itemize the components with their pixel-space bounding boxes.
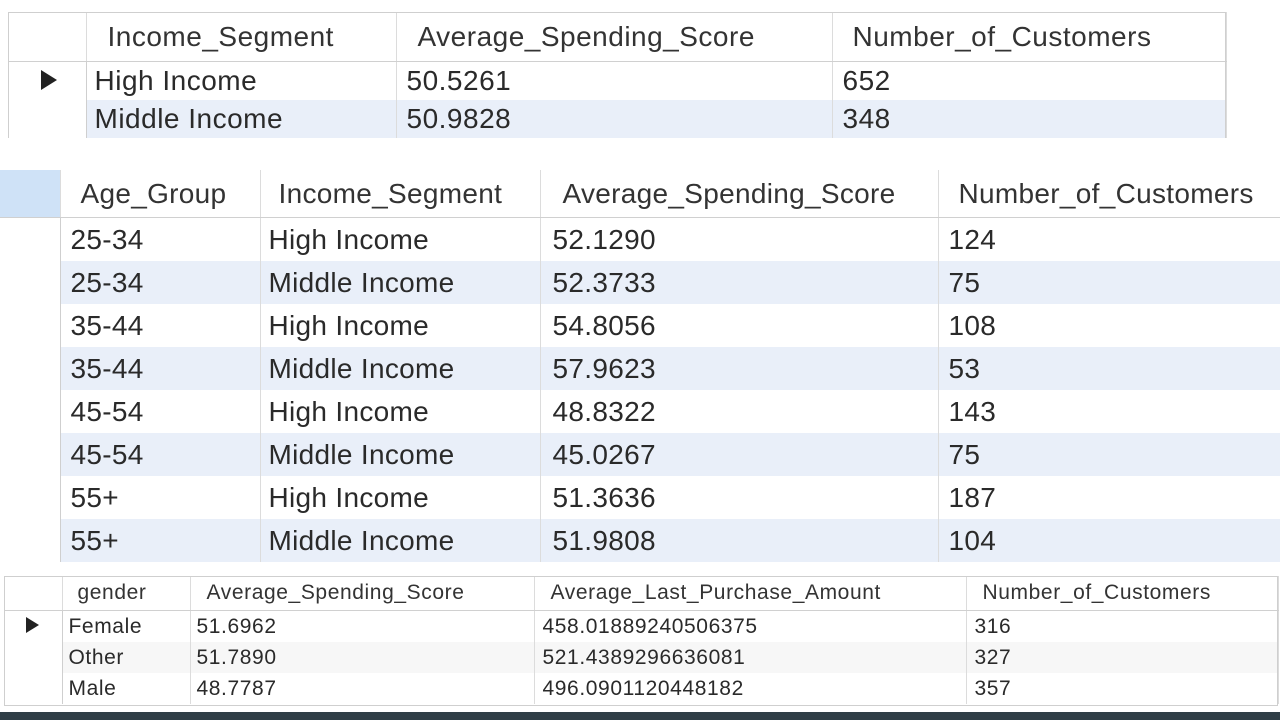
row-selector[interactable] [0,476,61,519]
cell[interactable]: 50.9828 [396,100,833,138]
cell[interactable]: 51.6962 [190,610,535,642]
column-header[interactable]: Average_Spending_Score [190,576,535,611]
table-row[interactable]: 25-34 High Income 52.1290 124 [0,217,1280,261]
cell[interactable]: 51.7890 [190,642,535,673]
cell[interactable]: 55+ [60,519,261,562]
column-header[interactable]: Average_Last_Purchase_Amount [534,576,967,611]
column-header[interactable]: gender [62,576,191,611]
cell[interactable]: 124 [938,217,1280,261]
header-row: Age_Group Income_Segment Average_Spendin… [0,170,1280,218]
cell[interactable]: 348 [832,100,1227,138]
result-grid-gender[interactable]: gender Average_Spending_Score Average_La… [4,576,1279,704]
cell[interactable]: 187 [938,476,1280,519]
cell[interactable]: 51.9808 [540,519,939,562]
cell[interactable]: 35-44 [60,347,261,390]
table-row[interactable]: 55+ High Income 51.3636 187 [0,476,1280,519]
table-row[interactable]: Other 51.7890 521.4389296636081 327 [4,642,1279,673]
column-header[interactable]: Number_of_Customers [966,576,1279,611]
cell[interactable]: 521.4389296636081 [534,642,967,673]
column-header[interactable]: Number_of_Customers [832,12,1227,62]
result-grid-age-income[interactable]: Age_Group Income_Segment Average_Spendin… [0,170,1280,562]
cell[interactable]: 52.1290 [540,217,939,261]
row-selector[interactable] [0,390,61,433]
column-header[interactable]: Income_Segment [260,170,541,218]
table-row[interactable]: 45-54 High Income 48.8322 143 [0,390,1280,433]
table-row[interactable]: Middle Income 50.9828 348 [8,100,1227,138]
row-selector[interactable] [4,642,63,673]
cell[interactable]: 75 [938,433,1280,476]
cell[interactable]: 55+ [60,476,261,519]
cell[interactable]: 143 [938,390,1280,433]
cell[interactable]: 316 [966,610,1279,642]
cell[interactable]: Middle Income [260,433,541,476]
cell[interactable]: 496.0901120448182 [534,673,967,704]
row-selector[interactable] [0,433,61,476]
column-header[interactable]: Average_Spending_Score [396,12,833,62]
cell[interactable]: 458.01889240506375 [534,610,967,642]
cell[interactable]: 54.8056 [540,304,939,347]
row-selector[interactable] [4,610,63,642]
cell[interactable]: Female [62,610,191,642]
table-row[interactable]: 25-34 Middle Income 52.3733 75 [0,261,1280,304]
header-row: Income_Segment Average_Spending_Score Nu… [8,12,1227,62]
cell[interactable]: 48.7787 [190,673,535,704]
cell[interactable]: 45.0267 [540,433,939,476]
cell[interactable]: 45-54 [60,390,261,433]
cell[interactable]: 50.5261 [396,61,833,100]
column-header[interactable]: Age_Group [60,170,261,218]
result-grid-income-segment[interactable]: Income_Segment Average_Spending_Score Nu… [8,12,1227,138]
cell[interactable]: 25-34 [60,261,261,304]
cell[interactable]: 25-34 [60,217,261,261]
row-selector[interactable] [0,261,61,304]
cell[interactable]: High Income [86,61,397,100]
cell[interactable]: 104 [938,519,1280,562]
cell[interactable]: Middle Income [86,100,397,138]
row-selector[interactable] [0,519,61,562]
cell[interactable]: Other [62,642,191,673]
cell[interactable]: 45-54 [60,433,261,476]
row-selector[interactable] [0,217,61,261]
window-edge [0,712,1280,720]
cell[interactable]: 57.9623 [540,347,939,390]
table-row[interactable]: 55+ Middle Income 51.9808 104 [0,519,1280,562]
column-header[interactable]: Income_Segment [86,12,397,62]
column-header[interactable]: Average_Spending_Score [540,170,939,218]
header-row: gender Average_Spending_Score Average_La… [4,576,1279,611]
cell[interactable]: Male [62,673,191,704]
row-selector[interactable] [8,100,87,138]
table-row[interactable]: Female 51.6962 458.01889240506375 316 [4,610,1279,642]
cell[interactable]: High Income [260,217,541,261]
corner-cell[interactable] [4,576,63,611]
cell[interactable]: 357 [966,673,1279,704]
table-row[interactable]: Male 48.7787 496.0901120448182 357 [4,673,1279,704]
row-selector[interactable] [0,347,61,390]
cell[interactable]: 35-44 [60,304,261,347]
cell[interactable]: 48.8322 [540,390,939,433]
cell[interactable]: Middle Income [260,261,541,304]
corner-cell[interactable] [0,170,61,218]
cell[interactable]: 652 [832,61,1227,100]
corner-cell[interactable] [8,12,87,62]
cell[interactable]: 53 [938,347,1280,390]
cell[interactable]: Middle Income [260,347,541,390]
cell[interactable]: High Income [260,476,541,519]
cell[interactable]: 108 [938,304,1280,347]
cell[interactable]: 52.3733 [540,261,939,304]
current-row-triangle-icon [40,70,57,90]
cell[interactable]: High Income [260,304,541,347]
cell[interactable]: 327 [966,642,1279,673]
table-row[interactable]: 35-44 Middle Income 57.9623 53 [0,347,1280,390]
current-row-triangle-icon [26,616,40,633]
cell[interactable]: Middle Income [260,519,541,562]
row-selector[interactable] [8,61,87,100]
table-row[interactable]: 35-44 High Income 54.8056 108 [0,304,1280,347]
row-selector[interactable] [0,304,61,347]
row-selector[interactable] [4,673,63,704]
table-row[interactable]: 45-54 Middle Income 45.0267 75 [0,433,1280,476]
table-row[interactable]: High Income 50.5261 652 [8,61,1227,100]
column-header[interactable]: Number_of_Customers [938,170,1280,218]
cell[interactable]: 75 [938,261,1280,304]
cell[interactable]: 51.3636 [540,476,939,519]
cell[interactable]: High Income [260,390,541,433]
